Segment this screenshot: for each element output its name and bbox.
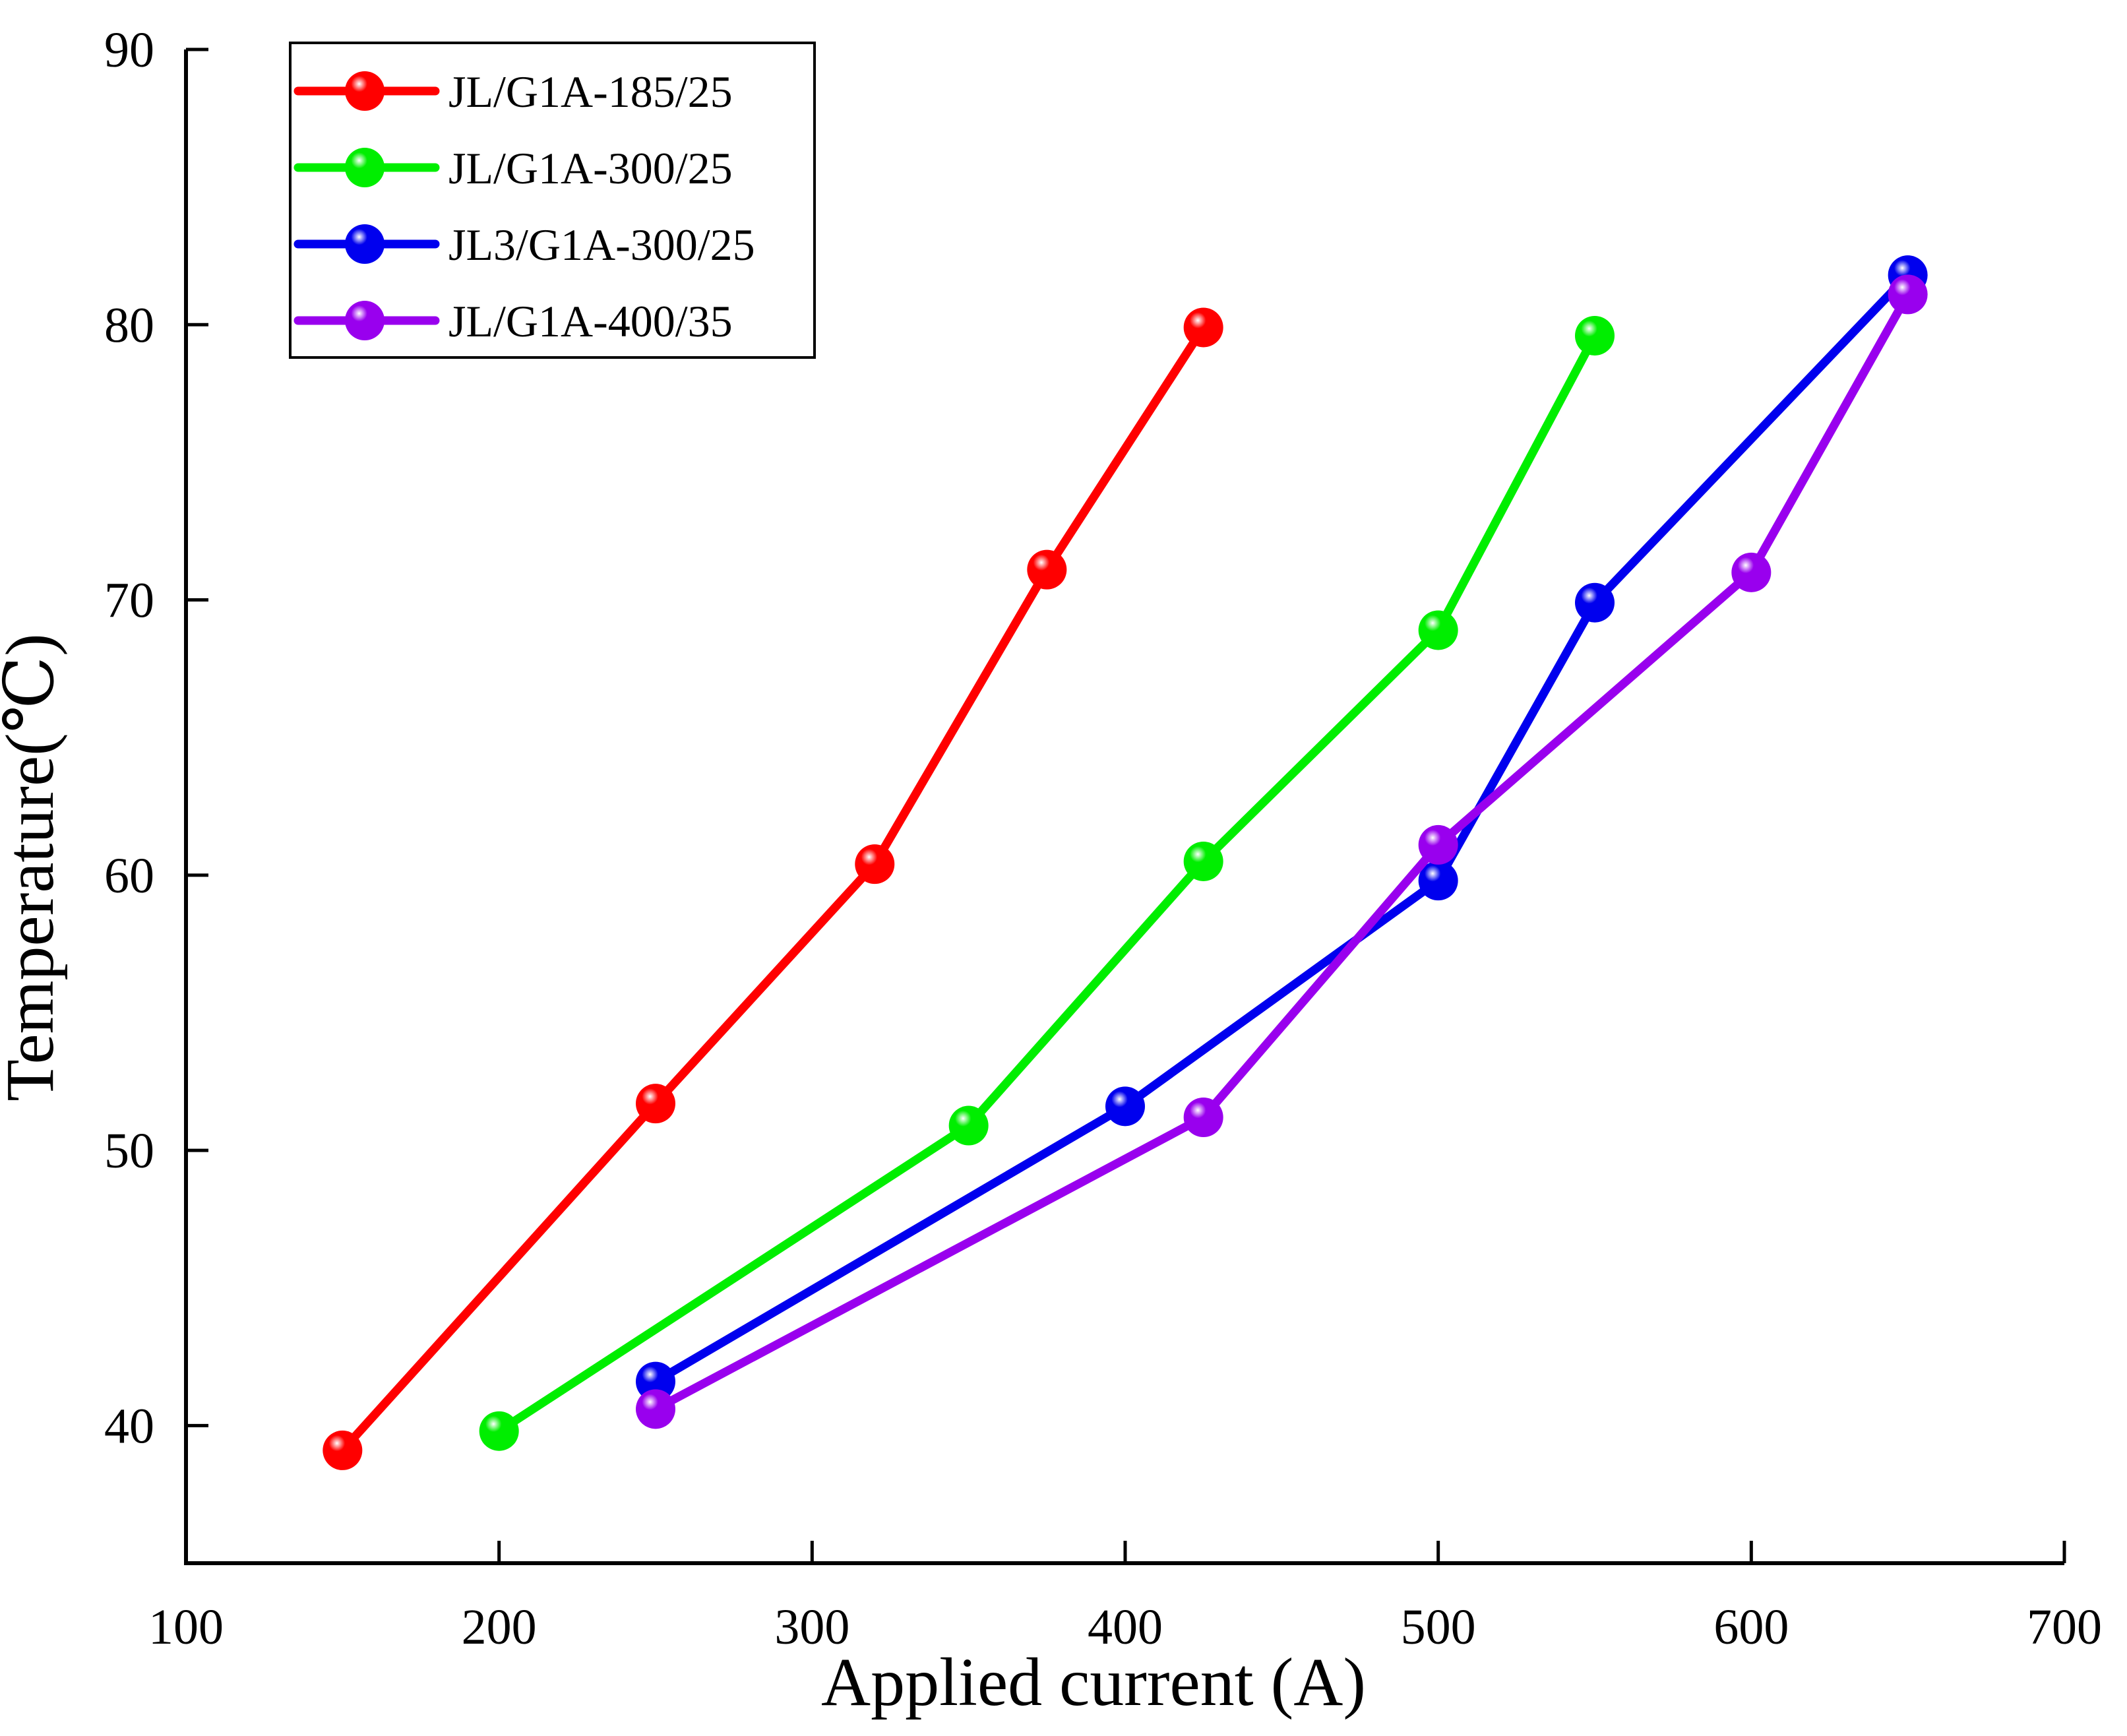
data-point	[1183, 1098, 1223, 1138]
legend-label: JL/G1A-400/35	[448, 296, 733, 346]
legend-swatch-marker	[345, 71, 385, 111]
legend-label: JL3/G1A-300/25	[448, 220, 755, 270]
x-tick-label: 100	[148, 1599, 224, 1655]
y-tick-label: 70	[104, 573, 154, 629]
y-tick-label: 60	[104, 848, 154, 904]
series-2	[479, 315, 1615, 1451]
legend-label: JL/G1A-300/25	[448, 143, 733, 193]
series-1	[323, 307, 1223, 1470]
x-tick-label: 500	[1401, 1599, 1476, 1655]
x-tick-label: 700	[2027, 1599, 2102, 1655]
series-layer	[323, 255, 1928, 1470]
data-point	[1105, 1086, 1145, 1127]
data-point	[323, 1430, 363, 1470]
y-tick-label: 40	[104, 1398, 154, 1454]
data-point	[636, 1361, 675, 1402]
data-point	[1888, 274, 1928, 315]
series-line	[651, 270, 1913, 1386]
x-tick-label: 200	[462, 1599, 537, 1655]
y-tick-label: 50	[104, 1123, 154, 1179]
x-tick-label: 600	[1713, 1599, 1789, 1655]
y-tick-label: 90	[104, 22, 154, 78]
data-point	[1183, 307, 1223, 348]
data-point	[1575, 315, 1615, 356]
data-point	[636, 1084, 675, 1124]
y-axis-title: Temperature(℃)	[0, 633, 68, 1101]
legend-swatch-marker	[345, 148, 385, 187]
y-tick-label: 80	[104, 297, 154, 353]
legend-label: JL/G1A-185/25	[448, 67, 733, 117]
x-axis-title: Applied current (A)	[821, 1644, 1366, 1720]
data-point	[1027, 549, 1067, 590]
data-point	[855, 844, 895, 884]
data-point	[1575, 582, 1615, 623]
data-point	[1418, 610, 1458, 650]
data-point	[1418, 824, 1458, 865]
data-point	[479, 1411, 519, 1451]
data-point	[636, 1389, 675, 1429]
x-tick-label: 400	[1088, 1599, 1163, 1655]
data-point	[948, 1105, 989, 1146]
series-line	[338, 323, 1208, 1455]
series-4	[636, 274, 1928, 1429]
series-3	[636, 255, 1928, 1402]
legend-swatch-marker	[345, 224, 385, 264]
data-point	[1418, 861, 1458, 901]
x-tick-label: 300	[774, 1599, 849, 1655]
data-point	[1731, 552, 1772, 592]
legend-swatch-marker	[345, 301, 385, 340]
series-line	[651, 290, 1913, 1413]
axes: 100 200 300 400 500 600 700 40 50 60 70 80 90	[104, 22, 2102, 1655]
data-point	[1183, 841, 1223, 881]
legend: JL/G1A-185/25 JL/G1A-300/25 JL3/G1A-300/25…	[289, 42, 816, 359]
